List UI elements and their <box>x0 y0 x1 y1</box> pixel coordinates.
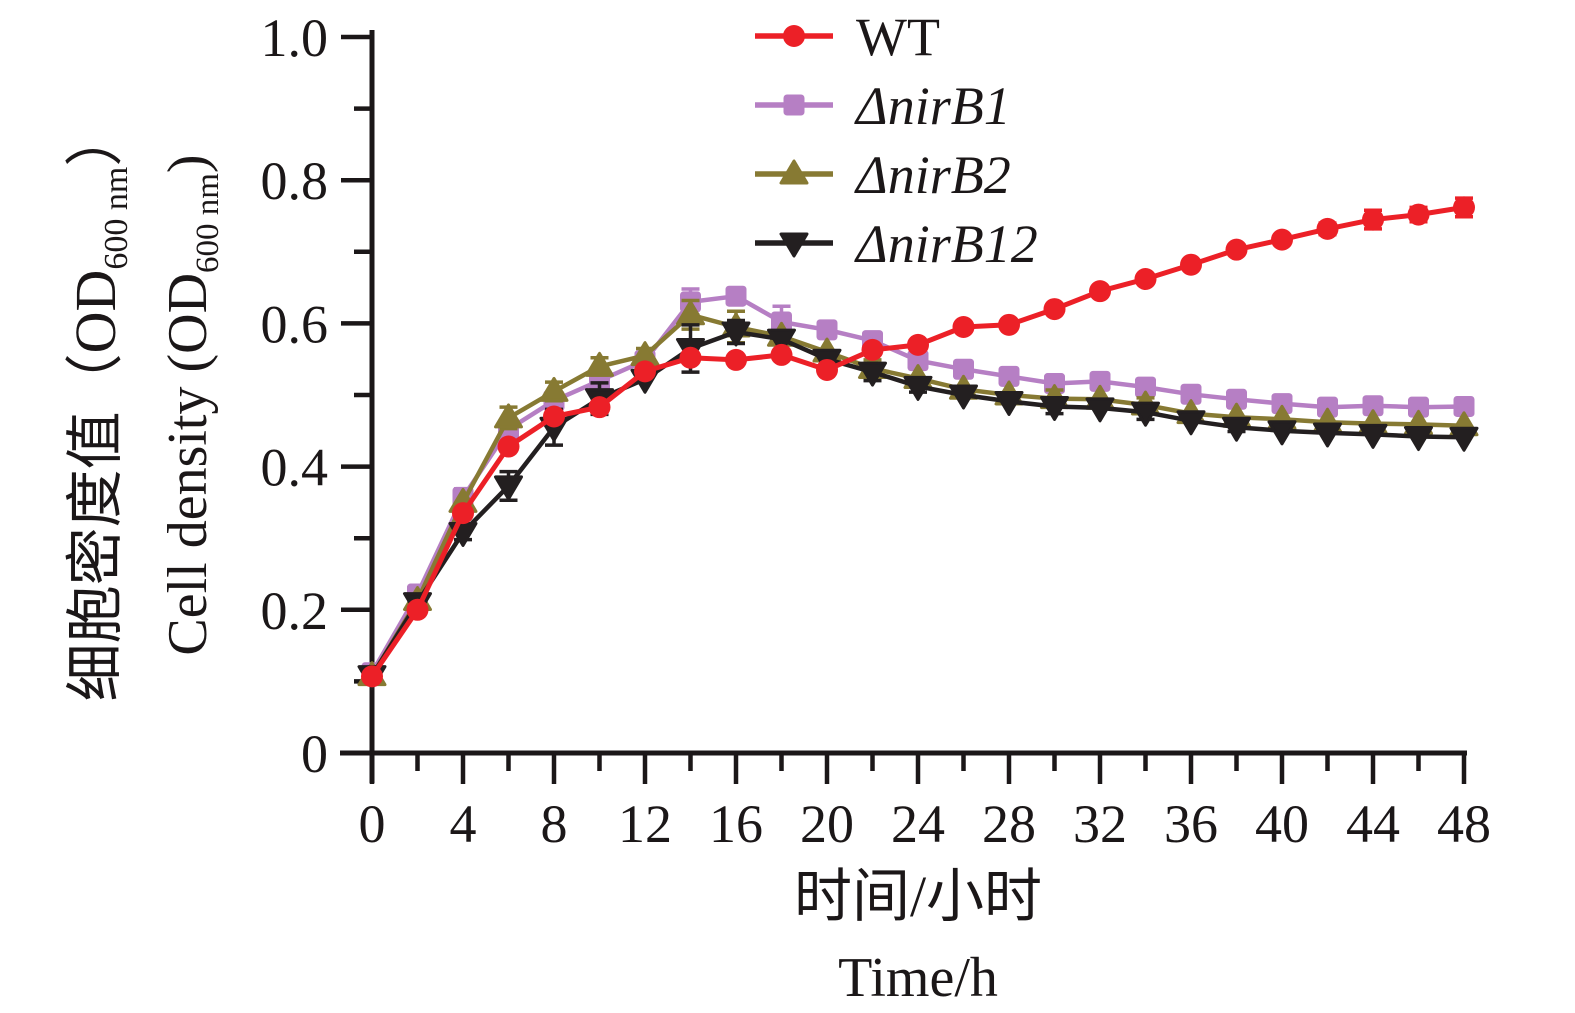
error-bars-nirB12 <box>454 318 1246 542</box>
y-axis-label-cn: 细胞密度值（OD600 nm） <box>63 109 135 702</box>
legend-label-nirB2: ΔnirB2 <box>854 145 1011 205</box>
svg-text:4: 4 <box>450 794 477 854</box>
legend-label-nirB12: ΔnirB12 <box>854 214 1038 274</box>
svg-text:12: 12 <box>618 794 672 854</box>
legend-item-nirB2: ΔnirB2 <box>755 145 1011 205</box>
series-nirB12 <box>357 318 1479 691</box>
legend-marker-WT-icon <box>783 25 805 47</box>
legend-item-WT: WT <box>755 7 940 67</box>
y-tick-labels: 0 0.2 0.4 0.6 0.8 1.0 <box>261 8 329 784</box>
svg-text:0.6: 0.6 <box>261 294 329 354</box>
svg-text:0.8: 0.8 <box>261 151 329 211</box>
axes <box>340 30 1467 783</box>
legend-marker-nirB1-icon <box>783 94 805 116</box>
legend-item-nirB12: ΔnirB12 <box>755 214 1038 274</box>
x-axis-label-cn: 时间/小时 <box>794 864 1042 929</box>
series-WT <box>361 196 1475 688</box>
svg-text:32: 32 <box>1073 794 1127 854</box>
svg-text:36: 36 <box>1164 794 1218 854</box>
axis-ticks <box>341 34 1467 784</box>
svg-text:28: 28 <box>982 794 1036 854</box>
x-axis-label-en: Time/h <box>838 947 998 1009</box>
svg-text:20: 20 <box>800 794 854 854</box>
y-axis-label-en: Cell density (OD600 nm) <box>157 154 226 655</box>
legend-label-WT: WT <box>856 7 940 67</box>
svg-text:24: 24 <box>891 794 945 854</box>
svg-text:40: 40 <box>1255 794 1309 854</box>
legend-item-nirB1: ΔnirB1 <box>755 76 1011 136</box>
axis-titles: 时间/小时 Time/h 细胞密度值（OD600 nm） Cell density (… <box>63 109 1042 1009</box>
svg-text:48: 48 <box>1437 794 1491 854</box>
svg-text:8: 8 <box>541 794 568 854</box>
svg-text:16: 16 <box>709 794 763 854</box>
legend-label-nirB1: ΔnirB1 <box>854 76 1011 136</box>
svg-text:44: 44 <box>1346 794 1400 854</box>
legend-marker-nirB12-icon <box>779 232 809 258</box>
svg-text:0: 0 <box>359 794 386 854</box>
markers-nirB12 <box>357 321 1479 691</box>
x-tick-labels: 0 4 8 12 16 20 24 28 32 36 40 44 48 <box>359 794 1492 854</box>
svg-text:0.4: 0.4 <box>261 438 329 498</box>
svg-text:0: 0 <box>301 724 328 784</box>
legend: WT ΔnirB1 ΔnirB2 ΔnirB12 <box>755 7 1038 274</box>
legend-marker-nirB2-icon <box>779 159 809 185</box>
svg-text:0.2: 0.2 <box>261 581 329 641</box>
markers-WT <box>361 196 1475 688</box>
svg-text:1.0: 1.0 <box>261 8 329 68</box>
